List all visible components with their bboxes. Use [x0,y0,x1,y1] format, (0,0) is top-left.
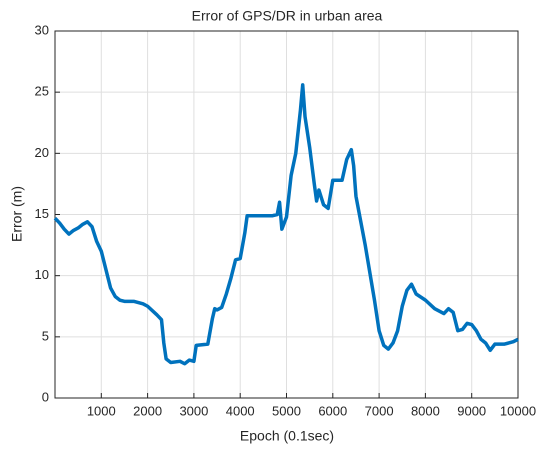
y-tick-label: 25 [35,84,49,99]
x-tick-label: 7000 [365,403,394,418]
y-tick-label: 15 [35,206,49,221]
x-axis-label: Epoch (0.1sec) [240,428,334,444]
x-tick-label: 9000 [457,403,486,418]
y-tick-label: 30 [35,22,49,37]
data-line [53,83,519,366]
x-tick-label: 3000 [179,403,208,418]
plot-frame [54,30,519,399]
x-tick-label: 6000 [318,403,347,418]
x-tick-label: 2000 [133,403,162,418]
y-tick-label: 0 [42,389,49,404]
x-tick-label: 4000 [226,403,255,418]
y-tick-label: 5 [42,328,49,343]
y-tick-label: 10 [35,267,49,282]
x-tick-label: 8000 [411,403,440,418]
x-tick-label: 1000 [87,403,116,418]
chart-title: Error of GPS/DR in urban area [192,8,383,24]
x-tick-label: 5000 [272,403,301,418]
y-tick-label: 20 [35,145,49,160]
x-tick-label: 10000 [500,403,536,418]
y-axis-label: Error (m) [9,186,25,242]
